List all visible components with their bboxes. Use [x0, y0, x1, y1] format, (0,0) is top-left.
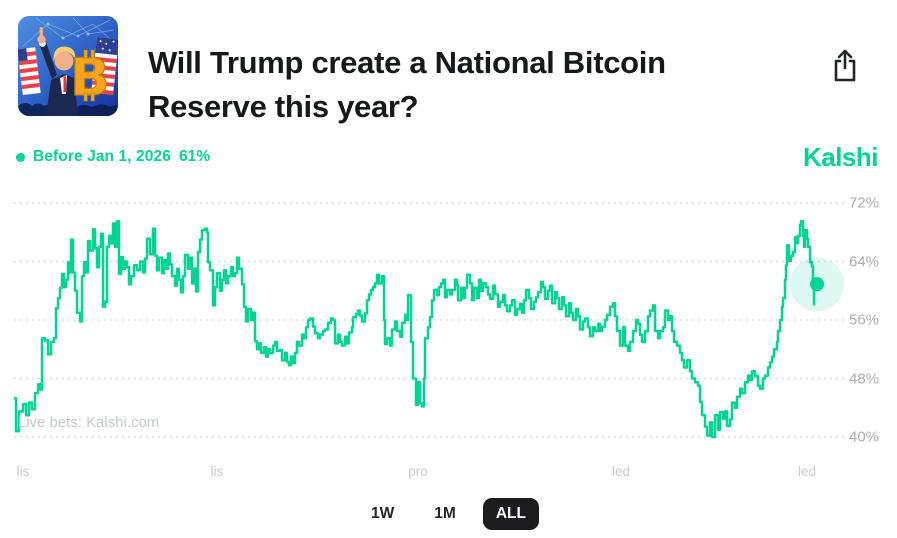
flag-right	[91, 36, 118, 95]
y-axis-tick-64: 64%	[849, 253, 880, 270]
range-button-1w[interactable]: 1W	[358, 498, 407, 530]
trump-figure	[37, 27, 78, 116]
kalshi-logo: Kalshi	[802, 142, 879, 172]
share-button[interactable]	[828, 48, 862, 86]
legend-value: 61%	[178, 148, 211, 165]
flag-left	[18, 47, 41, 96]
range-button-all[interactable]: ALL	[482, 498, 539, 530]
y-axis-tick-56: 56%	[849, 311, 880, 329]
range-controls: 1W 1M ALL	[0, 498, 897, 530]
x-axis-tick-3: pro	[408, 464, 428, 479]
y-axis-tick-72: 72%	[849, 194, 880, 212]
legend-label: Before Jan 1, 2026	[33, 148, 171, 165]
market-title-line2: Reserve this year?	[148, 88, 419, 124]
watermark: Live bets: Kalshi.com	[18, 415, 160, 431]
range-button-1m[interactable]: 1M	[421, 498, 469, 530]
legend-dot-icon	[16, 152, 25, 162]
x-axis-tick-2: lis	[210, 464, 224, 479]
x-axis-tick-4: led	[611, 464, 631, 479]
x-axis-tick-5: led	[797, 464, 817, 479]
y-axis-tick-40: 40%	[849, 428, 880, 446]
market-title-line1: Will Trump create a National Bitcoin	[148, 44, 666, 80]
legend: Before Jan 1, 2026 61%	[16, 148, 210, 166]
y-axis-tick-48: 48%	[849, 370, 880, 387]
market-avatar: B	[18, 16, 118, 116]
svg-text:B: B	[70, 48, 110, 108]
trump-bitcoin-avatar-art: B	[18, 16, 118, 116]
bitcoin-symbol: B	[70, 47, 111, 108]
x-axis-tick-1: lis	[16, 464, 30, 479]
share-icon	[830, 49, 860, 87]
market-title: Will Trump create a National Bitcoin Res…	[148, 41, 808, 129]
